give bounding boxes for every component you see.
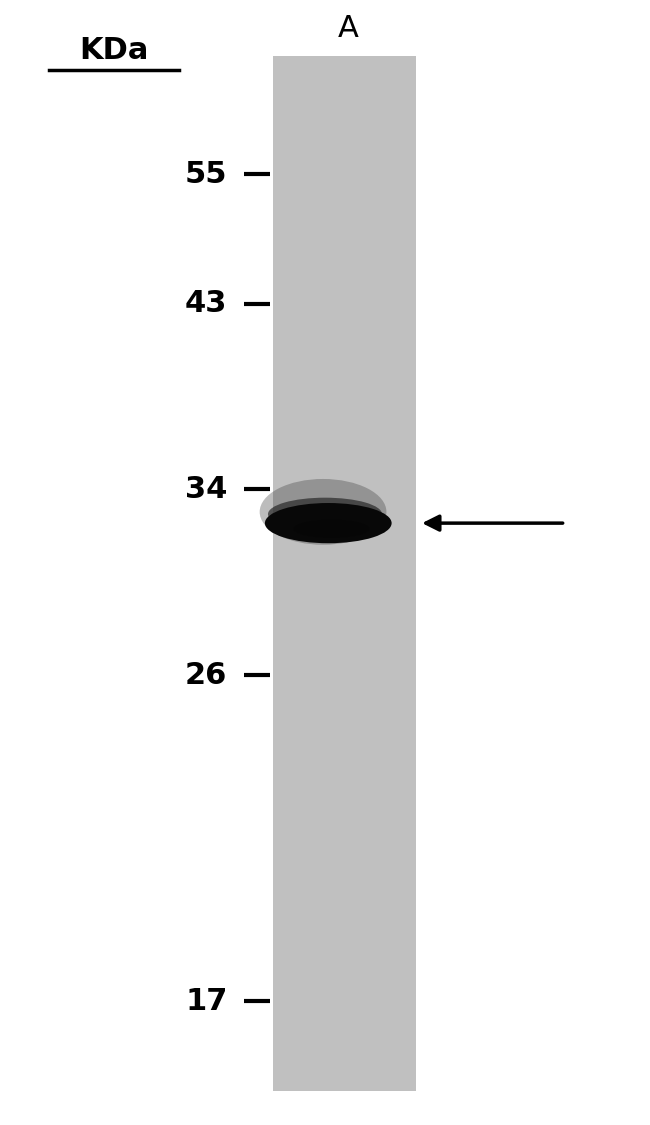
Text: 26: 26	[185, 660, 227, 690]
Ellipse shape	[294, 520, 369, 538]
Ellipse shape	[268, 497, 382, 531]
Ellipse shape	[265, 503, 391, 543]
Text: 17: 17	[185, 987, 227, 1016]
Ellipse shape	[259, 479, 386, 544]
Bar	[273, 56, 416, 1091]
Text: 43: 43	[185, 289, 227, 318]
Text: A: A	[337, 14, 358, 43]
Text: 55: 55	[185, 160, 227, 189]
Text: KDa: KDa	[79, 36, 148, 65]
Text: 34: 34	[185, 475, 227, 504]
